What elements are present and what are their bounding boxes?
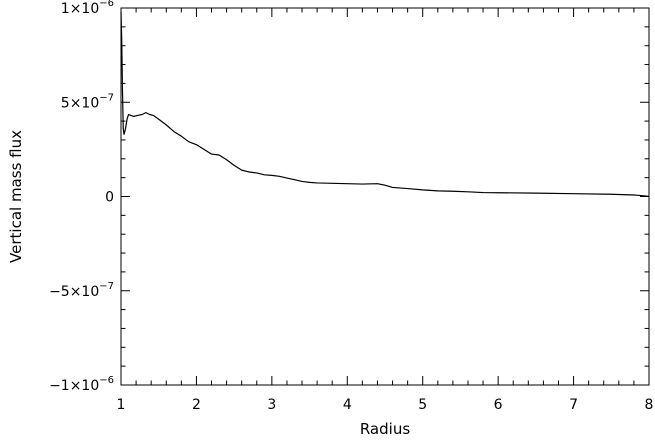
plot-frame <box>120 7 650 386</box>
y-tick-label: −5×10−7 <box>49 281 114 300</box>
y-axis-label: Vertical mass flux <box>7 130 25 263</box>
x-tick-label: 1 <box>117 397 126 413</box>
y-tick-labels: 1×10−6 5×10−7 0 −5×10−7 −1×10−6 <box>49 0 114 394</box>
x-tick-labels: 1 2 3 4 5 6 7 8 <box>117 397 654 413</box>
y-tick-label: −1×10−6 <box>49 375 114 394</box>
x-tick-label: 5 <box>418 397 427 413</box>
x-tick-label: 3 <box>267 397 276 413</box>
x-axis-label: Radius <box>360 420 410 438</box>
y-tick-label: 5×10−7 <box>61 92 114 111</box>
y-tick-label: 0 <box>105 190 114 206</box>
x-tick-label: 7 <box>569 397 578 413</box>
x-tick-label: 4 <box>343 397 352 413</box>
y-tick-label: 1×10−6 <box>61 0 114 17</box>
x-tick-label: 8 <box>645 397 654 413</box>
axis-ticks <box>120 7 650 386</box>
x-tick-label: 2 <box>192 397 201 413</box>
x-tick-label: 6 <box>494 397 503 413</box>
series-line <box>120 11 650 198</box>
